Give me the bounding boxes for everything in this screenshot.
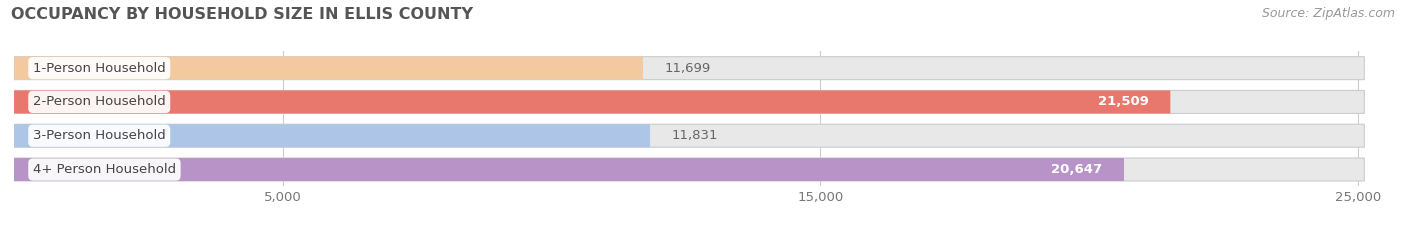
Text: Source: ZipAtlas.com: Source: ZipAtlas.com	[1261, 7, 1395, 20]
FancyBboxPatch shape	[14, 158, 1364, 181]
Text: 4+ Person Household: 4+ Person Household	[32, 163, 176, 176]
FancyBboxPatch shape	[14, 124, 1364, 147]
FancyBboxPatch shape	[14, 57, 1364, 80]
Text: 2-Person Household: 2-Person Household	[32, 96, 166, 108]
Text: 21,509: 21,509	[1098, 96, 1149, 108]
FancyBboxPatch shape	[14, 158, 1123, 181]
Text: 11,831: 11,831	[672, 129, 718, 142]
FancyBboxPatch shape	[14, 124, 650, 147]
FancyBboxPatch shape	[14, 90, 1364, 113]
Text: 20,647: 20,647	[1052, 163, 1102, 176]
Text: 3-Person Household: 3-Person Household	[32, 129, 166, 142]
Text: OCCUPANCY BY HOUSEHOLD SIZE IN ELLIS COUNTY: OCCUPANCY BY HOUSEHOLD SIZE IN ELLIS COU…	[11, 7, 474, 22]
Text: 11,699: 11,699	[665, 62, 711, 75]
Text: 1-Person Household: 1-Person Household	[32, 62, 166, 75]
FancyBboxPatch shape	[14, 57, 643, 80]
FancyBboxPatch shape	[14, 90, 1170, 113]
